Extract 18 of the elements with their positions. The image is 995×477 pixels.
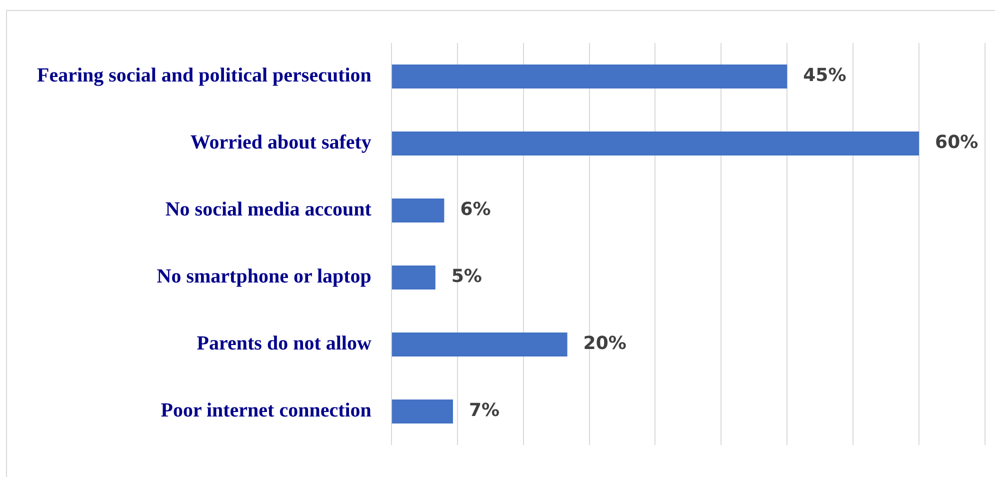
y-tick-label: Fearing social and political persecution xyxy=(36,64,372,87)
bar xyxy=(392,332,568,357)
bar xyxy=(392,265,436,290)
data-label: 45% xyxy=(803,65,846,86)
data-label: 6% xyxy=(460,199,491,220)
y-tick-label: No social media account xyxy=(165,198,372,221)
bar xyxy=(392,399,453,424)
bar xyxy=(392,198,444,223)
y-tick-label: Parents do not allow xyxy=(196,332,372,355)
data-label: 7% xyxy=(468,400,500,422)
y-tick-label: Worried about safety xyxy=(190,132,372,154)
bar xyxy=(392,64,788,89)
data-label: 60% xyxy=(935,132,978,154)
bar xyxy=(392,131,920,156)
data-label: 5% xyxy=(451,266,482,288)
y-tick-label: No smartphone or laptop xyxy=(156,266,372,288)
data-label: 20% xyxy=(583,333,626,354)
y-tick-label: Poor internet connection xyxy=(160,400,372,422)
